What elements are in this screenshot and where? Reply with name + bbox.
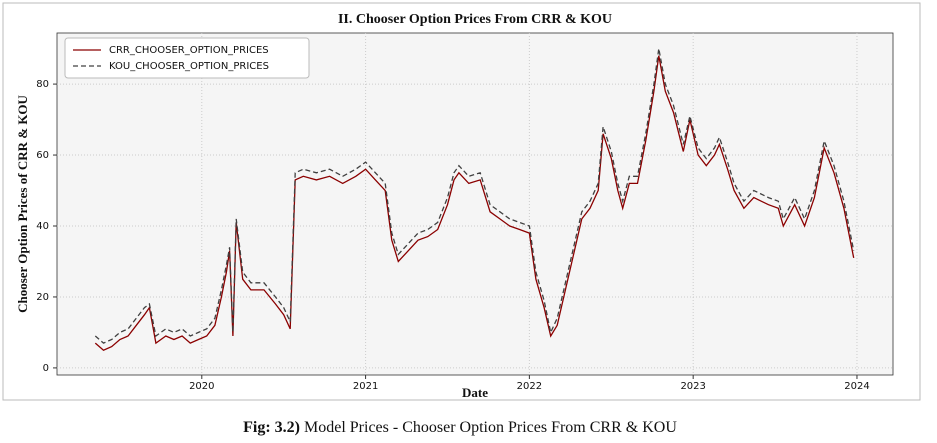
caption: Fig: 3.2) Model Prices - Chooser Option … bbox=[243, 419, 677, 436]
y-tick-label: 20 bbox=[36, 292, 49, 303]
y-tick-label: 60 bbox=[36, 150, 49, 161]
legend: CRR_CHOOSER_OPTION_PRICES KOU_CHOOSER_OPT… bbox=[64, 37, 310, 79]
caption-label: Fig: 3.2) bbox=[243, 419, 300, 436]
x-tick-label: 2023 bbox=[680, 381, 705, 392]
chart-title: II. Chooser Option Prices From CRR & KOU bbox=[338, 12, 612, 27]
grid: 0 20 40 60 80 2020 2021 2022 2023 2024 bbox=[36, 33, 893, 392]
x-tick-label: 2024 bbox=[844, 381, 869, 392]
x-tick-label: 2021 bbox=[353, 381, 378, 392]
legend-frame bbox=[64, 37, 310, 79]
plot-area bbox=[56, 32, 894, 376]
x-axis-label: Date bbox=[462, 385, 488, 400]
series-line bbox=[94, 55, 855, 351]
legend-label: KOU_CHOOSER_OPTION_PRICES bbox=[109, 61, 269, 72]
y-tick-label: 0 bbox=[43, 363, 49, 374]
caption-text: Model Prices - Chooser Option Prices Fro… bbox=[304, 419, 677, 436]
x-tick-label: 2020 bbox=[189, 381, 214, 392]
legend-label: CRR_CHOOSER_OPTION_PRICES bbox=[109, 45, 269, 56]
y-tick-label: 80 bbox=[36, 79, 49, 90]
x-tick-label: 2022 bbox=[517, 381, 542, 392]
y-tick-label: 40 bbox=[36, 221, 49, 232]
lines bbox=[94, 48, 855, 351]
y-axis-label: Chooser Option Prices of CRR & KOU bbox=[15, 94, 30, 312]
